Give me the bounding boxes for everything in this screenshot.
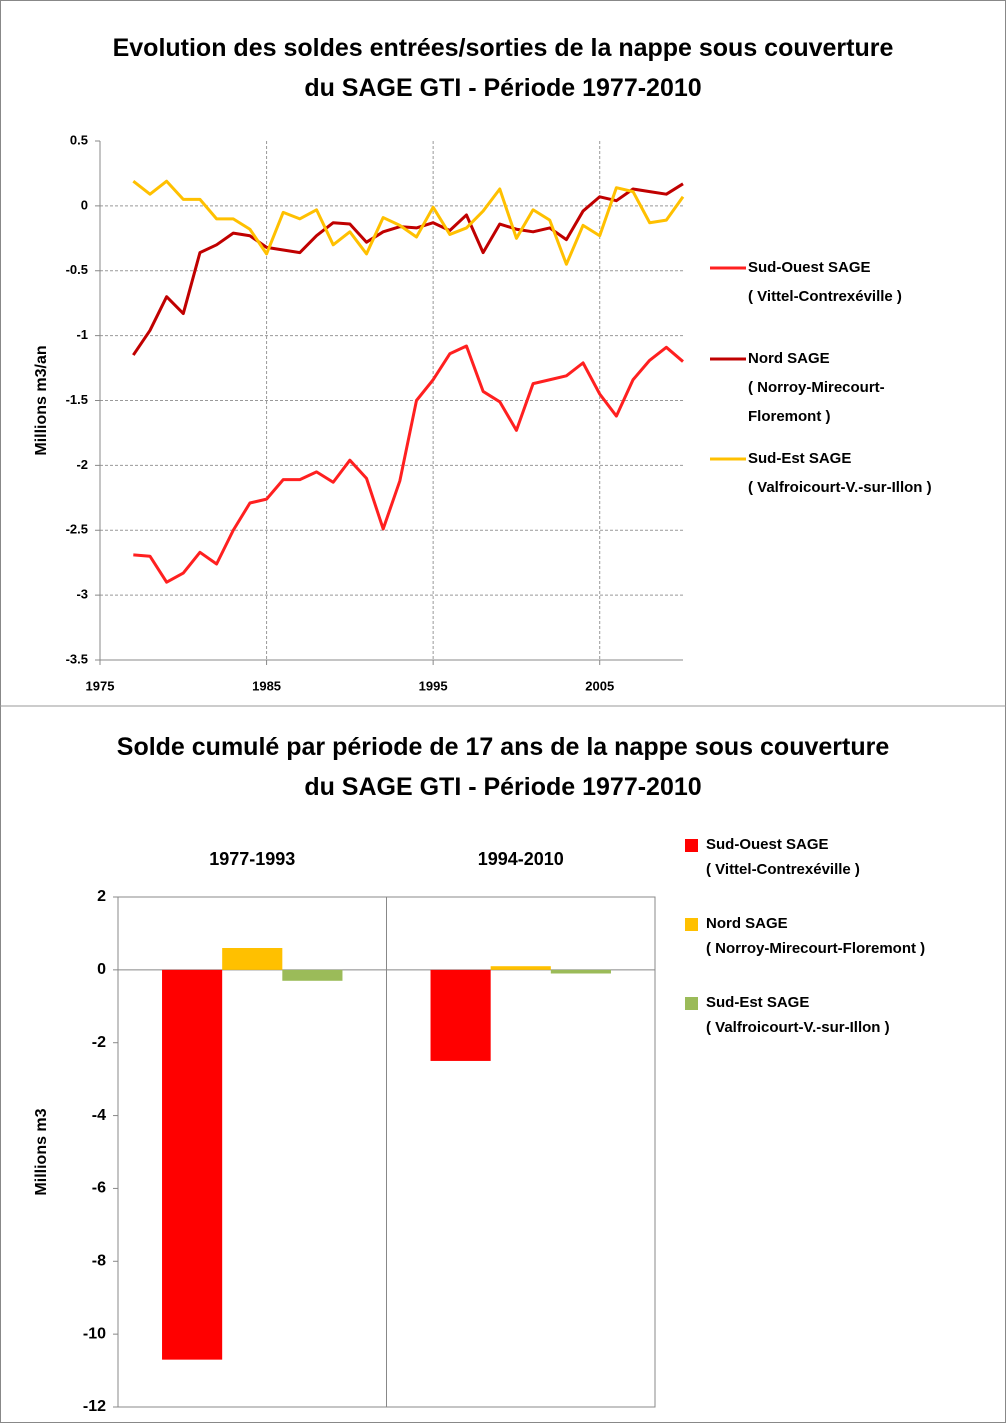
y-tick-label: -8 (92, 1253, 106, 1270)
series-line (133, 344, 684, 584)
series-line (132, 182, 684, 356)
legend-swatch (685, 918, 698, 931)
y-tick-label: 0 (81, 197, 88, 212)
category-label: 1994-2010 (478, 849, 564, 869)
x-tick-label: 1995 (419, 678, 448, 693)
bar (162, 969, 223, 1360)
legend-swatch (685, 997, 698, 1010)
legend-detail: Floremont ) (748, 408, 831, 425)
y-tick-label: -12 (83, 1398, 106, 1415)
y-axis-title: Millions m3 (33, 1108, 50, 1195)
bar (550, 969, 611, 974)
bar (430, 969, 491, 1061)
y-tick-label: -4 (92, 1107, 106, 1124)
legend-detail: ( Vittel-Contrexéville ) (706, 861, 860, 878)
y-tick-label: -3 (76, 587, 88, 602)
y-tick-label: -6 (92, 1180, 106, 1197)
bar (490, 966, 551, 970)
y-tick-label: -2 (76, 457, 88, 472)
legend-detail: ( Valfroicourt-V.-sur-Illon ) (706, 1019, 890, 1036)
y-axis-title: Millions m3/an (33, 345, 50, 455)
y-tick-label: -3.5 (66, 651, 88, 666)
y-tick-label: -0.5 (66, 262, 88, 277)
y-tick-label: 0 (97, 961, 106, 978)
chart-title: Solde cumulé par période de 17 ans de la… (116, 733, 890, 801)
legend-swatch (685, 839, 698, 852)
category-label: 1977-1993 (209, 849, 295, 869)
y-tick-label: 0.5 (70, 132, 88, 147)
legend-label: Nord SAGE (706, 915, 788, 932)
x-tick-label: 1975 (86, 678, 115, 693)
y-tick-label: -2 (92, 1034, 106, 1051)
x-tick-label: 1985 (252, 678, 281, 693)
legend-detail: ( Norroy-Mirecourt- (748, 379, 885, 396)
legend-label: Nord SAGE (748, 350, 830, 367)
series-line (132, 179, 685, 266)
legend-label: Sud-Ouest SAGE (748, 259, 871, 276)
legend-detail: ( Vittel-Contrexéville ) (748, 288, 902, 305)
y-tick-label: -1 (76, 327, 88, 342)
chart-title: Evolution des soldes entrées/sorties de … (112, 34, 894, 102)
legend-detail: ( Norroy-Mirecourt-Floremont ) (706, 940, 925, 957)
bar (222, 948, 283, 970)
x-tick-label: 2005 (585, 678, 614, 693)
y-tick-label: -2.5 (66, 522, 88, 537)
legend-label: Sud-Est SAGE (748, 450, 851, 467)
bar (282, 969, 343, 981)
y-tick-label: -1.5 (66, 392, 88, 407)
legend-label: Sud-Ouest SAGE (706, 836, 829, 853)
y-tick-label: 2 (97, 888, 106, 905)
legend-detail: ( Valfroicourt-V.-sur-Illon ) (748, 479, 932, 496)
legend-label: Sud-Est SAGE (706, 994, 809, 1011)
y-tick-label: -10 (83, 1325, 106, 1342)
